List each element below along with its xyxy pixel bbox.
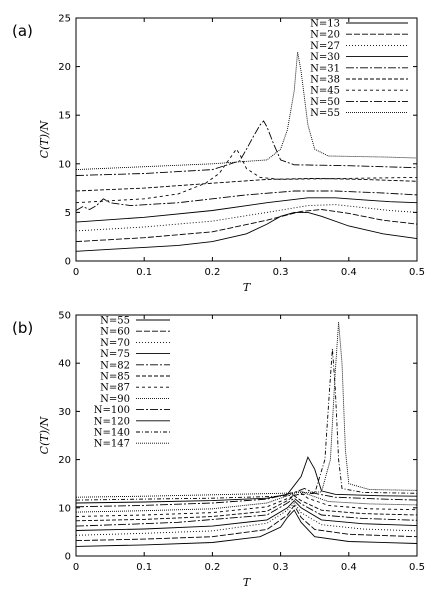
- panel-a-ytick-label: 10: [58, 159, 71, 170]
- panel-a-xtick-label: 0.4: [341, 267, 357, 278]
- panel-b-ytick-label: 20: [58, 455, 71, 466]
- panel-b-legend-label: N=55: [100, 316, 130, 327]
- panel-b-ytick-label: 0: [65, 552, 71, 563]
- panel-a-series-line-n13: [75, 211, 418, 252]
- panel-b-ytick-label: 10: [58, 503, 71, 514]
- panel-b-legend-label: N=70: [100, 338, 130, 349]
- panel-b-xtick-label: 0.1: [136, 562, 152, 573]
- panel-a-legend-label: N=27: [310, 41, 340, 52]
- panel-b-label: (b): [12, 319, 33, 337]
- panel-a-ytick-label: 15: [58, 111, 71, 122]
- panel-b-xtick-label: 0.5: [409, 562, 425, 573]
- panel-a-legend-label: N=50: [310, 97, 340, 108]
- panel-b-series-line-n100: [75, 488, 418, 508]
- panel-b-ytick-label: 50: [58, 311, 71, 322]
- panel-a-series-line-n31: [75, 190, 418, 211]
- panel-a-series-line-n27: [75, 204, 418, 232]
- panel-a-legend-label: N=45: [310, 86, 340, 97]
- panel-a-legend-label: N=31: [310, 63, 340, 74]
- panel-a-ytick-label: 20: [58, 62, 71, 73]
- panel-b-series-line-n75: [75, 499, 418, 531]
- panel-a-y-axis-label: C(T)/N: [38, 120, 51, 158]
- panel-b-legend-label: N=90: [100, 394, 130, 405]
- panel-a-xtick-label: 0.3: [273, 267, 289, 278]
- panel-b-series-line-n90: [75, 490, 418, 513]
- panel-a-frame: [75, 17, 418, 262]
- panel-b-series-line-n55: [75, 509, 418, 547]
- panel-b-legend-label: N=147: [94, 439, 130, 450]
- panel-a-legend-label: N=38: [310, 75, 340, 86]
- panel-b-legend-label: N=75: [100, 349, 130, 360]
- panel-b-series-line-n70: [75, 502, 418, 536]
- panel-a-ytick-label: 5: [65, 208, 71, 219]
- panel-a-series-line-n30: [75, 197, 418, 223]
- panel-a-xtick-label: 0.2: [204, 267, 220, 278]
- panel-a-xtick-label: 0.1: [136, 267, 152, 278]
- panel-b-xtick-label: 0.4: [341, 562, 357, 573]
- panel-a-x-axis-label: T: [243, 281, 252, 294]
- panel-a-series-line-n45: [75, 148, 418, 204]
- panel-a-series-line-n20: [75, 209, 418, 243]
- panel-b-legend-label: N=100: [94, 405, 130, 416]
- panel-b-series-line-n60: [75, 504, 418, 542]
- panel-b-xtick-label: 0.3: [273, 562, 289, 573]
- panel-b-series-line-n85: [75, 495, 418, 522]
- panel-b-series-line-n140: [75, 348, 418, 501]
- panel-b-ytick-label: 30: [58, 407, 71, 418]
- panel-a-legend-label: N=20: [310, 30, 340, 41]
- panel-b-legend-label: N=85: [100, 372, 130, 383]
- panel-a-xtick-label: 0.5: [409, 267, 425, 278]
- panel-a-legend-label: N=13: [310, 19, 340, 30]
- panel-b-xtick-label: 0.2: [204, 562, 220, 573]
- panel-a-ytick-label: 25: [58, 14, 71, 25]
- panel-b-ytick-label: 40: [58, 359, 71, 370]
- panel-b-y-axis-label: C(T)/N: [38, 416, 51, 454]
- panel-b-legend-label: N=82: [100, 360, 130, 371]
- panel-b-legend-label: N=140: [94, 428, 130, 439]
- panel-a-legend-label: N=30: [310, 52, 340, 63]
- panel-a-series-line-n50: [75, 120, 418, 176]
- panel-a-series-line-n38: [75, 177, 418, 192]
- panel-b-series-line-n82: [75, 497, 418, 527]
- panel-a-xtick-label: 0: [73, 267, 79, 278]
- panel-b-xtick-label: 0: [73, 562, 79, 573]
- panel-b-legend-label: N=87: [100, 383, 130, 394]
- panel-a-legend-label: N=55: [310, 108, 340, 119]
- panel-b-series-line-n147: [75, 322, 418, 498]
- panel-a-ytick-label: 0: [65, 257, 71, 268]
- panel-b-x-axis-label: T: [243, 576, 252, 589]
- panel-b-series-line-n87: [75, 492, 418, 517]
- panel-b-legend-label: N=120: [94, 416, 130, 427]
- panel-a-series-line-n55: [75, 51, 418, 171]
- panel-b-series-line-n120: [75, 456, 418, 504]
- panel-b-frame: [75, 314, 418, 557]
- panel-a-label: (a): [12, 22, 33, 40]
- panel-b-legend-label: N=60: [100, 327, 130, 338]
